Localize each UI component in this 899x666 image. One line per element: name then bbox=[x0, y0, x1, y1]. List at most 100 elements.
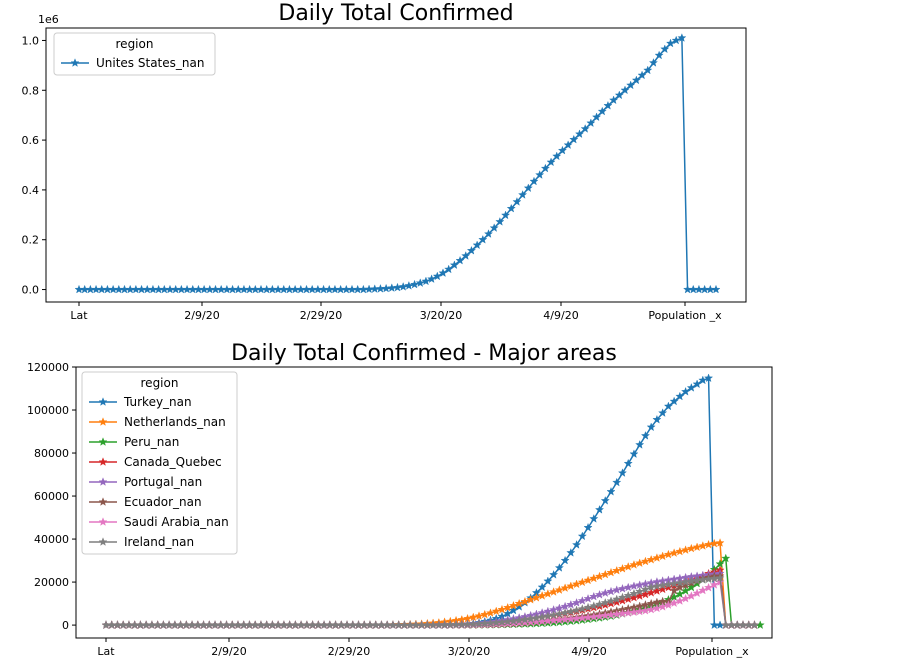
data-point bbox=[583, 575, 593, 585]
data-point bbox=[704, 539, 714, 549]
data-point bbox=[606, 486, 616, 496]
data-point bbox=[594, 599, 605, 609]
data-point bbox=[658, 584, 668, 594]
legend-entry-label: Peru_nan bbox=[124, 435, 179, 449]
legend-entry-label: Unites States_nan bbox=[96, 56, 204, 70]
data-point bbox=[612, 565, 622, 575]
x-tick-label: 2/9/20 bbox=[211, 645, 246, 658]
y-offset-label: 1e6 bbox=[38, 13, 59, 26]
data-point bbox=[557, 145, 567, 155]
legend-entry-label: Turkey_nan bbox=[123, 395, 192, 409]
data-point bbox=[681, 593, 691, 603]
data-point bbox=[491, 606, 501, 616]
data-point bbox=[583, 522, 593, 532]
legend: region Turkey_nan Netherlands_nan Peru_nan C… bbox=[81, 371, 238, 555]
data-point bbox=[629, 588, 639, 598]
data-point bbox=[704, 582, 714, 592]
data-point bbox=[594, 505, 605, 514]
data-point bbox=[677, 33, 687, 42]
legend-title: region bbox=[116, 37, 154, 51]
x-tick-label: 2/29/20 bbox=[328, 645, 370, 658]
data-point bbox=[646, 588, 656, 597]
data-point bbox=[663, 401, 673, 411]
data-point bbox=[364, 284, 374, 294]
data-point bbox=[586, 118, 596, 128]
series-canada-quebec bbox=[101, 565, 760, 629]
data-point bbox=[675, 391, 685, 401]
data-point bbox=[589, 591, 599, 601]
data-point bbox=[554, 563, 564, 572]
data-point bbox=[704, 373, 714, 383]
data-point bbox=[432, 271, 442, 281]
data-point bbox=[635, 558, 645, 568]
data-point bbox=[537, 582, 547, 592]
data-point bbox=[520, 596, 530, 606]
y-tick-label: 0.6 bbox=[22, 134, 40, 147]
data-point bbox=[370, 284, 380, 293]
data-point bbox=[480, 609, 490, 619]
legend-entry-label: Portugal_nan bbox=[124, 475, 202, 489]
data-point bbox=[592, 112, 602, 122]
legend-swatch-marker bbox=[98, 477, 108, 486]
data-point bbox=[669, 585, 679, 595]
series-ireland-nan bbox=[101, 573, 760, 629]
data-point bbox=[749, 620, 760, 629]
y-tick-label: 120000 bbox=[27, 361, 69, 374]
data-point bbox=[583, 593, 593, 603]
data-point bbox=[629, 560, 639, 569]
y-tick-label: 40000 bbox=[34, 533, 69, 546]
data-point bbox=[358, 284, 368, 294]
data-point bbox=[506, 203, 516, 213]
data-point bbox=[635, 586, 645, 596]
data-point bbox=[415, 278, 425, 287]
data-point bbox=[623, 458, 633, 468]
data-point bbox=[612, 477, 622, 487]
data-point bbox=[648, 58, 658, 67]
data-point bbox=[577, 577, 587, 587]
data-point bbox=[660, 44, 670, 54]
data-point bbox=[698, 375, 708, 385]
data-point bbox=[643, 65, 653, 75]
x-tick-label: 2/29/20 bbox=[300, 309, 342, 322]
data-point bbox=[640, 556, 650, 566]
data-point bbox=[658, 551, 668, 561]
data-point bbox=[574, 129, 585, 138]
data-point bbox=[612, 594, 622, 604]
data-point bbox=[483, 229, 494, 238]
data-point bbox=[640, 431, 650, 440]
data-point bbox=[617, 592, 628, 602]
axes-frame bbox=[45, 27, 747, 303]
data-point bbox=[508, 605, 518, 615]
data-point bbox=[652, 553, 662, 562]
data-point bbox=[675, 596, 685, 605]
data-point bbox=[686, 383, 696, 392]
data-point bbox=[392, 282, 403, 292]
data-point bbox=[518, 190, 528, 199]
data-point bbox=[535, 170, 545, 179]
data-point bbox=[421, 276, 431, 286]
data-point bbox=[531, 593, 541, 602]
x-tick-label: Population _x bbox=[648, 309, 722, 322]
data-point bbox=[675, 589, 685, 598]
data-point bbox=[427, 274, 437, 283]
legend-frame bbox=[53, 32, 216, 76]
data-point bbox=[681, 386, 691, 396]
data-point bbox=[709, 538, 719, 548]
x-tick-label: Lat bbox=[70, 309, 88, 322]
y-tick-label: 60000 bbox=[34, 490, 69, 503]
data-point bbox=[629, 581, 639, 591]
data-point bbox=[554, 585, 564, 594]
data-point bbox=[692, 542, 702, 552]
data-point bbox=[603, 100, 613, 110]
data-point bbox=[597, 106, 607, 116]
data-point bbox=[692, 588, 702, 598]
data-point bbox=[572, 598, 582, 607]
data-point bbox=[560, 555, 570, 565]
data-point bbox=[549, 587, 559, 596]
data-point bbox=[589, 514, 599, 523]
data-point bbox=[566, 581, 576, 591]
y-tick-label: 20000 bbox=[34, 576, 69, 589]
chart-daily-total-confirmed: Daily Total Confirmed 0.0 0.2 0.4 0.6 0.8 1.0 1… bbox=[22, 1, 747, 322]
legend-entry-label: Saudi Arabia_nan bbox=[124, 515, 229, 529]
